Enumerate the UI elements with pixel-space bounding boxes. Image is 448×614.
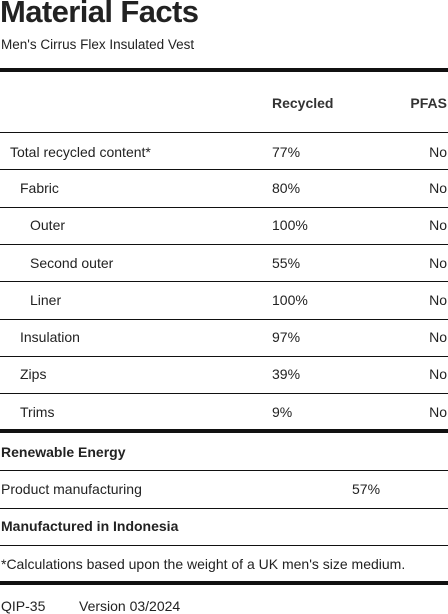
column-header-pfas: PFAS [410,95,447,111]
product-manufacturing-label: Product manufacturing [1,481,142,497]
footnote: *Calculations based upon the weight of a… [1,556,406,572]
row-label-second-outer: Second outer [30,255,114,271]
row-divider [0,470,448,471]
recycled-value: 55% [272,255,301,271]
row-label-liner: Liner [30,292,62,308]
recycled-value: 100% [272,292,308,308]
recycled-value: 97% [272,329,301,345]
row-divider [0,132,448,133]
document-code: QIP-35 [1,598,46,614]
row-label-zips: Zips [20,366,47,382]
row-divider [0,508,448,509]
header-divider [0,68,448,72]
pfas-value: No [429,292,447,308]
renewable-energy-heading: Renewable Energy [1,444,126,460]
row-label-fabric: Fabric [20,180,59,196]
row-divider [0,244,448,245]
pfas-value: No [429,180,447,196]
recycled-value: 39% [272,366,301,382]
row-label-insulation: Insulation [20,329,80,345]
footer-divider [0,581,448,585]
column-header-recycled: Recycled [272,95,334,111]
document-version: Version 03/2024 [79,598,181,614]
row-divider [0,207,448,208]
pfas-value: No [429,144,447,160]
row-divider [0,545,448,546]
recycled-value: 9% [272,404,293,420]
row-divider [0,356,448,357]
product-manufacturing-value: 57% [352,481,381,497]
recycled-value: 77% [272,144,301,160]
manufacturing-origin: Manufactured in Indonesia [1,518,179,534]
pfas-value: No [429,217,447,233]
recycled-value: 100% [272,217,308,233]
page-title: Material Facts [0,0,199,29]
pfas-value: No [429,255,447,271]
product-name: Men's Cirrus Flex Insulated Vest [1,37,195,52]
recycled-value: 80% [272,180,301,196]
row-divider [0,319,448,320]
pfas-value: No [429,366,447,382]
row-divider [0,393,448,394]
row-divider [0,169,448,170]
section-divider [0,429,448,433]
pfas-value: No [429,329,447,345]
row-label-total-recycled: Total recycled content* [10,144,151,160]
row-label-outer: Outer [30,217,66,233]
pfas-value: No [429,404,447,420]
row-label-trims: Trims [20,404,55,420]
row-divider [0,281,448,282]
